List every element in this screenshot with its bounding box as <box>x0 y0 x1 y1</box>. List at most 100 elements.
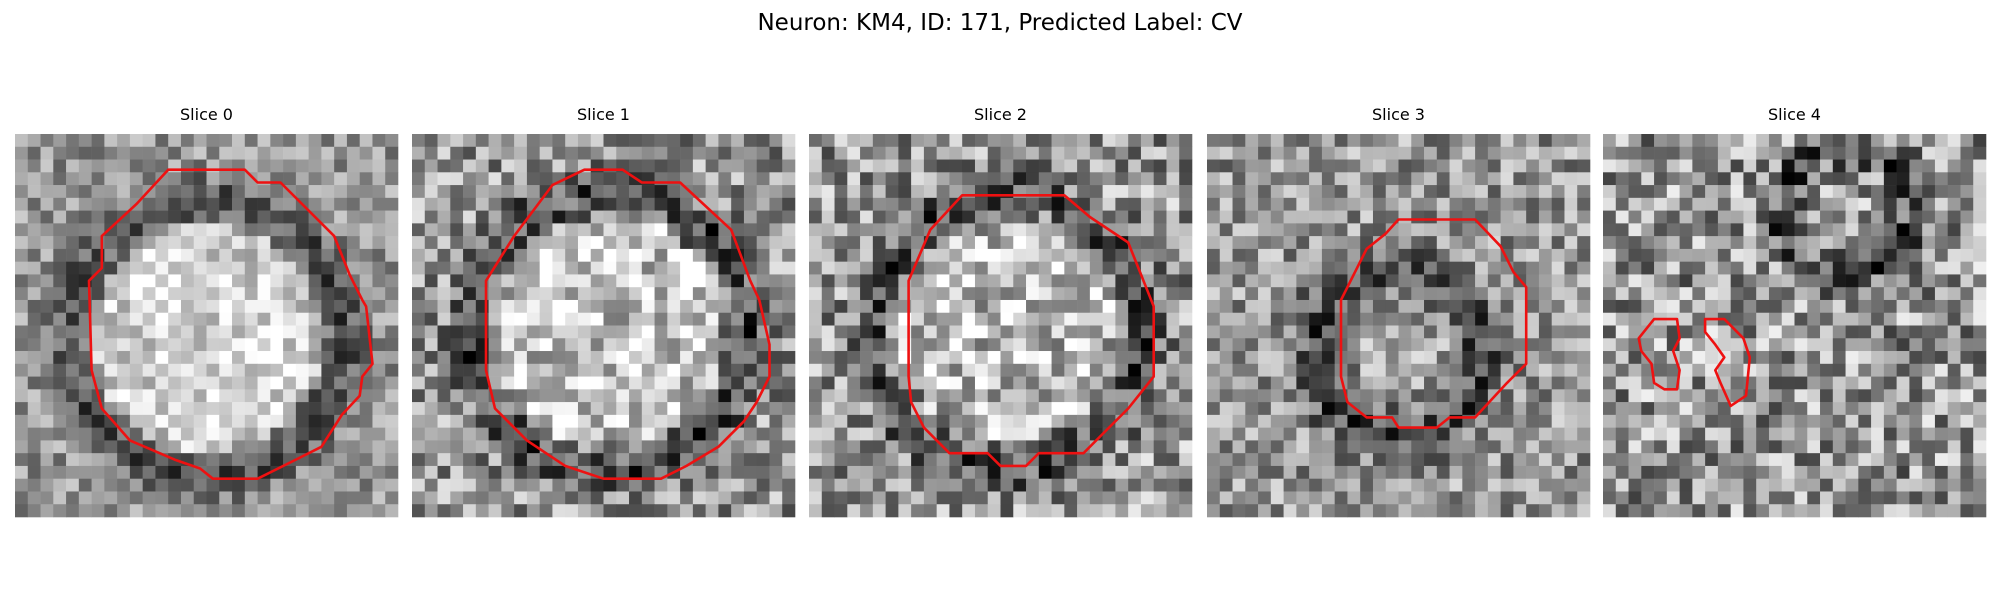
pixel <box>53 261 67 275</box>
pixel <box>667 146 681 160</box>
pixel <box>872 376 886 390</box>
pixel <box>346 185 360 199</box>
pixel <box>1679 351 1693 365</box>
pixel <box>809 134 823 148</box>
pixel <box>488 299 502 314</box>
pixel <box>1858 261 1872 275</box>
pixel <box>219 312 233 326</box>
pixel <box>488 185 502 199</box>
pixel <box>1960 376 1974 390</box>
pixel <box>1615 261 1629 275</box>
pixel <box>308 351 322 365</box>
pixel <box>654 185 668 199</box>
pixel <box>1730 287 1744 301</box>
pixel <box>1960 223 1974 237</box>
pixel <box>142 402 156 416</box>
pixel <box>1360 478 1374 492</box>
pixel <box>232 210 246 224</box>
pixel <box>756 491 770 505</box>
pixel <box>1845 478 1859 492</box>
pixel <box>1807 478 1821 492</box>
pixel <box>129 491 143 505</box>
pixel <box>552 402 566 416</box>
pixel <box>1551 491 1565 505</box>
pixel <box>1666 402 1680 416</box>
pixel <box>1628 376 1642 390</box>
pixel <box>1245 491 1259 505</box>
pixel <box>193 185 207 199</box>
pixel <box>1207 363 1221 377</box>
pixel <box>1807 338 1821 352</box>
pixel <box>1115 414 1129 428</box>
pixel <box>257 363 271 377</box>
pixel <box>1347 236 1361 250</box>
pixel <box>1858 440 1872 454</box>
pixel <box>1372 210 1387 224</box>
pixel <box>1475 312 1489 326</box>
pixel <box>40 287 54 301</box>
pixel <box>923 299 937 314</box>
pixel <box>1487 134 1501 148</box>
pixel <box>718 299 732 314</box>
pixel <box>872 287 886 301</box>
pixel <box>1781 172 1795 186</box>
pixel <box>603 197 617 211</box>
pixel <box>1692 146 1706 160</box>
pixel <box>821 210 835 224</box>
pixel <box>514 363 528 377</box>
pixel <box>1577 159 1591 173</box>
pixel <box>1115 504 1129 518</box>
panel-title: Slice 0 <box>180 105 233 124</box>
pixel <box>385 504 399 518</box>
pixel <box>847 427 861 441</box>
pixel <box>1102 248 1116 262</box>
pixel <box>1283 440 1297 454</box>
pixel <box>654 363 668 377</box>
pixel <box>1679 402 1693 416</box>
pixel <box>219 197 233 211</box>
pixel <box>514 504 528 518</box>
pixel <box>1283 248 1297 262</box>
pixel <box>129 146 143 160</box>
pixel <box>1166 287 1180 301</box>
pixel <box>1398 172 1412 186</box>
pixel <box>1166 491 1180 505</box>
pixel <box>1705 491 1719 505</box>
pixel <box>257 440 271 454</box>
pixel <box>1922 478 1936 492</box>
pixel <box>1179 389 1193 403</box>
pixel <box>731 504 745 518</box>
pixel <box>1140 465 1154 479</box>
pixel <box>359 185 373 199</box>
pixel <box>1462 440 1476 454</box>
pixel <box>308 134 322 148</box>
pixel <box>1064 389 1078 403</box>
contour <box>1637 317 1681 391</box>
pixel <box>1089 478 1103 492</box>
pixel <box>1166 312 1180 326</box>
pixel <box>974 274 989 288</box>
pixel <box>539 427 553 441</box>
pixel <box>1743 465 1757 479</box>
pixel <box>1526 274 1540 288</box>
pixel <box>1781 210 1795 224</box>
pixel <box>1038 134 1052 148</box>
pixel <box>1115 261 1129 275</box>
pixel <box>1411 172 1425 186</box>
pixel <box>936 491 950 505</box>
pixel <box>1909 504 1923 518</box>
pixel <box>91 299 105 314</box>
pixel <box>1140 440 1154 454</box>
pixel <box>526 261 540 275</box>
pixel <box>155 159 169 173</box>
pixel <box>117 453 131 467</box>
pixel <box>769 414 783 428</box>
pixel <box>66 351 80 365</box>
pixel <box>1436 376 1450 390</box>
pixel <box>782 312 796 326</box>
pixel <box>78 159 92 173</box>
pixel <box>1641 185 1655 199</box>
pixel <box>385 172 399 186</box>
pixel <box>1179 453 1193 467</box>
pixel <box>782 465 796 479</box>
